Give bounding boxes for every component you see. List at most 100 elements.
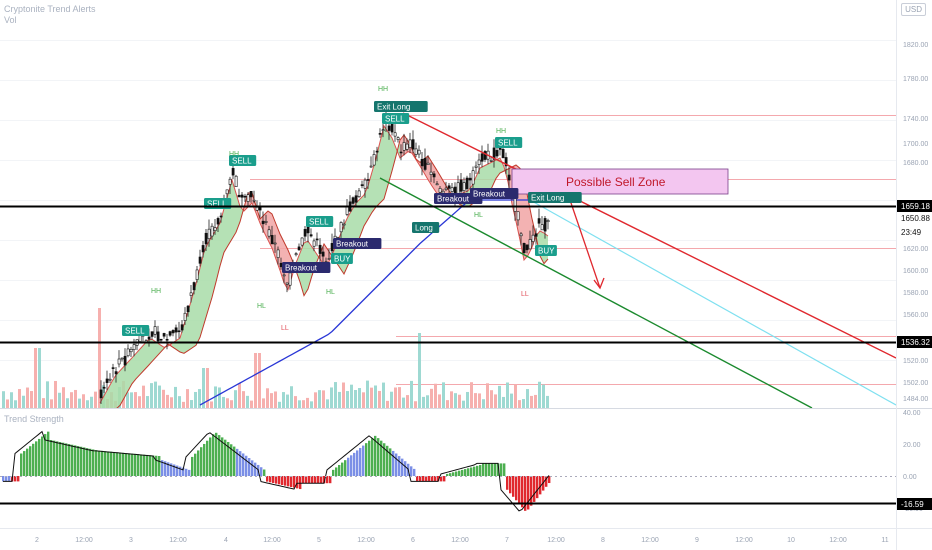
candle bbox=[261, 211, 265, 233]
volume-bar bbox=[190, 400, 193, 408]
candle-body bbox=[402, 142, 406, 151]
oscillator-tick: 40.00 bbox=[903, 410, 921, 417]
oscillator-bar bbox=[503, 463, 506, 476]
oscillator-bar bbox=[146, 454, 149, 476]
candle-body bbox=[387, 125, 391, 131]
candle-body bbox=[126, 348, 130, 357]
sell-label[interactable]: SELL bbox=[382, 113, 410, 124]
oscillator-bar bbox=[392, 450, 395, 476]
ribbon-segment bbox=[380, 126, 384, 203]
candle bbox=[363, 177, 367, 198]
oscillator-bar bbox=[215, 432, 218, 476]
sell-label-box bbox=[122, 325, 150, 336]
sell-label-box bbox=[495, 137, 523, 148]
ribbon-segment bbox=[108, 381, 112, 408]
candle bbox=[531, 225, 535, 246]
candle bbox=[492, 139, 496, 168]
price-level-lower-badge[interactable]: 1536.32 bbox=[901, 338, 930, 347]
oscillator-bar bbox=[152, 455, 155, 476]
volume-bar bbox=[450, 391, 453, 408]
oscillator-bar bbox=[173, 464, 176, 476]
oscillator-bar bbox=[362, 445, 365, 476]
candle bbox=[273, 234, 277, 253]
breakout-label[interactable]: Breakout bbox=[282, 262, 331, 273]
oscillator-bar bbox=[536, 476, 539, 499]
candle-body bbox=[300, 237, 304, 246]
candle-body bbox=[285, 282, 289, 285]
volume-bar bbox=[262, 398, 265, 408]
candle-body bbox=[180, 324, 184, 331]
sell-label[interactable]: SELL bbox=[122, 325, 150, 336]
exit-long-label-box bbox=[528, 192, 582, 203]
oscillator-bar bbox=[269, 476, 272, 483]
candle-body bbox=[225, 189, 229, 195]
long-label-box bbox=[412, 222, 440, 233]
candle-body bbox=[276, 249, 280, 258]
sell-zone-box[interactable] bbox=[511, 168, 729, 195]
candle bbox=[339, 221, 343, 241]
candle bbox=[213, 218, 217, 235]
exit-long-label[interactable]: Exit Long bbox=[374, 101, 428, 112]
time-tick: 6 bbox=[411, 537, 415, 544]
oscillator-bar bbox=[290, 476, 293, 488]
oscillator-bar bbox=[239, 451, 242, 476]
time-tick: 12:00 bbox=[451, 537, 469, 544]
buy-label[interactable]: BUY bbox=[331, 253, 353, 264]
candle bbox=[267, 225, 271, 239]
ribbon-segment bbox=[356, 199, 360, 247]
oscillator-bar bbox=[131, 453, 134, 476]
oscillator-bar bbox=[425, 476, 428, 482]
candle bbox=[303, 226, 307, 242]
sell-label[interactable]: SELL bbox=[229, 155, 257, 166]
currency-badge[interactable]: USD bbox=[901, 3, 926, 16]
ribbon-segment bbox=[488, 162, 492, 196]
oscillator-value-badge[interactable]: -16.59 bbox=[901, 500, 924, 509]
exit-long-label[interactable]: Exit Long bbox=[528, 192, 582, 203]
candle-body bbox=[414, 148, 418, 155]
price-level-upper-badge[interactable]: 1659.18 bbox=[901, 202, 930, 211]
oscillator-bar bbox=[428, 476, 431, 482]
volume-bar bbox=[42, 398, 45, 408]
long-label[interactable]: Long bbox=[412, 222, 440, 233]
hh-label: HH bbox=[151, 288, 161, 295]
oscillator-bar bbox=[203, 443, 206, 476]
bar-countdown-badge[interactable]: 23:49 bbox=[901, 228, 922, 237]
oscillator-bar bbox=[533, 476, 536, 502]
sell-label[interactable]: SELL bbox=[495, 137, 523, 148]
projection-arrow[interactable] bbox=[569, 199, 601, 289]
oscillator-bar bbox=[227, 441, 230, 476]
candle bbox=[375, 146, 379, 162]
oscillator-bar bbox=[287, 476, 290, 487]
candle bbox=[234, 174, 238, 187]
candle bbox=[354, 190, 358, 208]
oscillator-bar bbox=[302, 476, 305, 484]
green-trendline[interactable] bbox=[379, 177, 813, 408]
oscillator-bar bbox=[95, 450, 98, 476]
red-trendline[interactable] bbox=[402, 112, 896, 359]
oscillator-bar bbox=[77, 446, 80, 476]
candle bbox=[195, 265, 199, 283]
candle-body bbox=[537, 218, 541, 224]
oscillator-bar bbox=[389, 448, 392, 476]
candle-body bbox=[255, 207, 259, 211]
time-tick: 4 bbox=[224, 537, 228, 544]
oscillator-bar bbox=[335, 467, 338, 476]
breakout-label[interactable]: Breakout bbox=[333, 238, 382, 249]
sell-label-box bbox=[382, 113, 410, 124]
breakout-label[interactable]: Breakout bbox=[470, 188, 519, 199]
sell-label[interactable]: SELL bbox=[306, 216, 334, 227]
buy-label[interactable]: BUY bbox=[535, 245, 557, 256]
current-price-badge[interactable]: 1650.88 bbox=[901, 214, 930, 223]
oscillator-bar bbox=[134, 453, 137, 476]
volume-bar bbox=[486, 383, 489, 408]
time-tick: 5 bbox=[317, 537, 321, 544]
volume-bar bbox=[390, 391, 393, 408]
cyan-trendline[interactable] bbox=[529, 199, 896, 406]
candle bbox=[186, 305, 190, 317]
volume-bar bbox=[370, 387, 373, 408]
candle-body bbox=[108, 378, 112, 381]
candle-body bbox=[477, 159, 481, 165]
candle bbox=[546, 218, 550, 230]
volume-bar bbox=[534, 394, 537, 408]
